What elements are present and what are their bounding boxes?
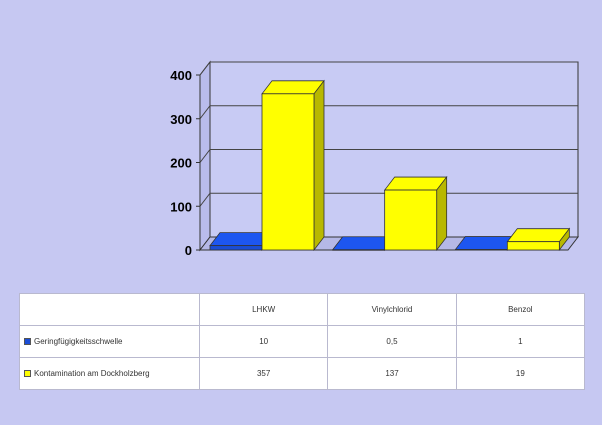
series-label: Kontamination am Dockholzberg [34,369,150,378]
gridline [199,61,578,76]
table-corner-cell [19,293,200,326]
bar-top [506,228,571,243]
table-cell: 0,5 [327,325,457,358]
table-header-cell: LHKW [198,293,329,326]
bar-chart-3d: 0 100 200 300 400 [170,60,580,258]
legend-swatch-blue [24,338,31,346]
y-tick-label: 400 [170,68,192,83]
bar-top [383,176,448,191]
bar [209,245,263,251]
y-tick-label: 300 [170,112,192,127]
legend-swatch-yellow [24,370,31,378]
table-cell: 19 [455,357,586,390]
bar [332,249,386,251]
y-tick-label: 200 [170,156,192,171]
table-row: Geringfügigkeitsschwelle 10 0,5 1 [19,325,586,358]
table-header-row: LHKW Vinylchlorid Benzol [19,293,586,326]
gridline [199,105,578,120]
table-cell: 1 [455,325,586,358]
bar-side [313,79,325,252]
bar-side [436,175,448,252]
data-table: LHKW Vinylchlorid Benzol Geringfügigkeit… [19,293,586,390]
bar-top [261,80,325,95]
table-row: Kontamination am Dockholzberg 357 137 19 [19,357,586,390]
table-header-cell: Benzol [455,293,586,326]
bar [454,249,508,251]
series-label-cell: Geringfügigkeitsschwelle [19,325,200,358]
gridline [199,149,578,163]
series-label: Geringfügigkeitsschwelle [34,337,123,346]
bar [261,93,315,251]
table-cell: 10 [198,325,329,358]
bar [384,189,438,251]
bar [506,241,560,251]
y-tick-label: 100 [170,199,192,214]
table-cell: 357 [198,357,329,390]
gridline [199,192,578,207]
series-label-cell: Kontamination am Dockholzberg [19,357,200,390]
table-header-cell: Vinylchlorid [327,293,457,326]
y-tick-label: 0 [185,243,192,258]
table-cell: 137 [327,357,457,390]
